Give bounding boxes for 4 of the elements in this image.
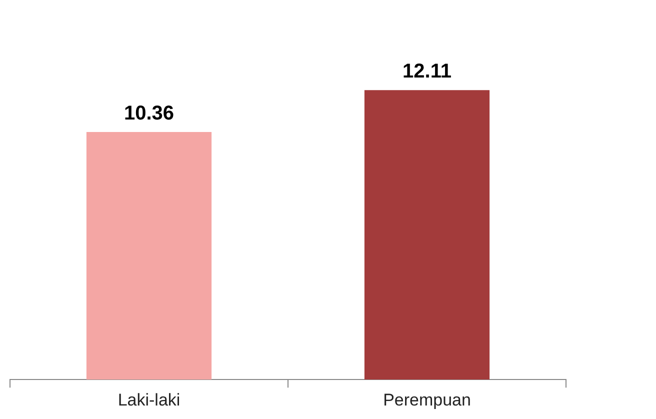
x-tick-label: Perempuan: [383, 390, 471, 410]
data-label: 10.36: [124, 102, 174, 125]
x-tick-label: Laki-laki: [118, 390, 180, 410]
data-label: 12.11: [402, 60, 452, 83]
